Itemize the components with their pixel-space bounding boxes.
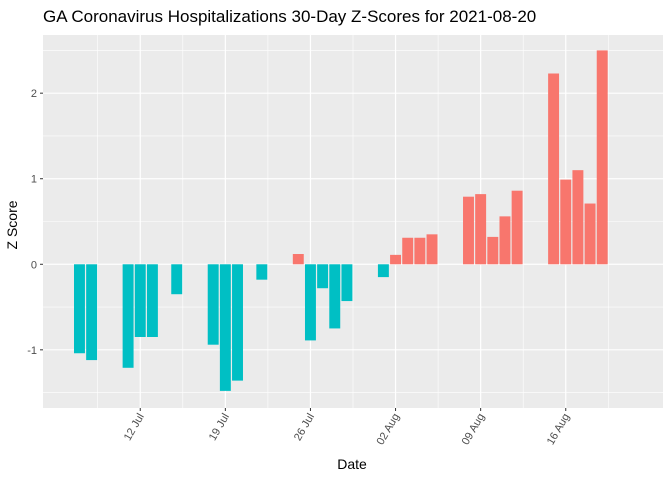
bar [463, 196, 474, 265]
bar [499, 216, 511, 265]
bar [511, 190, 523, 265]
x-tick-label: 19 Jul [207, 412, 232, 443]
x-tick-label: 09 Aug [460, 412, 488, 448]
bar [171, 264, 183, 295]
bar [86, 264, 98, 361]
y-tick-label: 1 [31, 174, 37, 186]
bar [341, 264, 353, 302]
bar [548, 73, 560, 265]
bar [475, 194, 487, 265]
bar [256, 264, 268, 280]
bar [292, 254, 304, 265]
bars [74, 50, 608, 391]
x-tick-label: 12 Jul [122, 412, 147, 443]
y-axis-label: Z Score [4, 200, 20, 249]
bar [390, 254, 402, 265]
x-axis-label: Date [337, 456, 367, 472]
bar [402, 237, 414, 265]
bar [377, 264, 389, 278]
bar [74, 264, 85, 354]
grid-minor [43, 35, 663, 408]
chart-title: GA Coronavirus Hospitalizations 30-Day Z… [43, 7, 536, 26]
x-tick-label: 26 Jul [292, 412, 317, 443]
bar [414, 237, 426, 265]
bar [584, 203, 596, 265]
bar [560, 179, 572, 265]
y-tick-label: -1 [27, 345, 37, 357]
bar [329, 264, 341, 329]
bar [487, 236, 499, 265]
bar [207, 264, 219, 345]
x-axis: 12 Jul 19 Jul 26 Jul 02 Aug 09 Aug 16 Aug [122, 408, 573, 448]
bar [304, 264, 316, 341]
bar [146, 264, 158, 337]
bar [232, 264, 243, 381]
y-axis: -1 0 1 2 [27, 88, 43, 357]
x-tick-label: 02 Aug [375, 412, 403, 448]
bar [426, 234, 438, 265]
y-tick-label: 0 [31, 259, 37, 271]
bar [122, 264, 134, 368]
x-tick-label: 16 Aug [545, 412, 573, 448]
bar [219, 264, 231, 391]
bar [134, 264, 146, 337]
y-tick-label: 2 [31, 88, 37, 100]
bar [596, 50, 608, 265]
bar [572, 170, 584, 265]
bar [317, 264, 329, 289]
